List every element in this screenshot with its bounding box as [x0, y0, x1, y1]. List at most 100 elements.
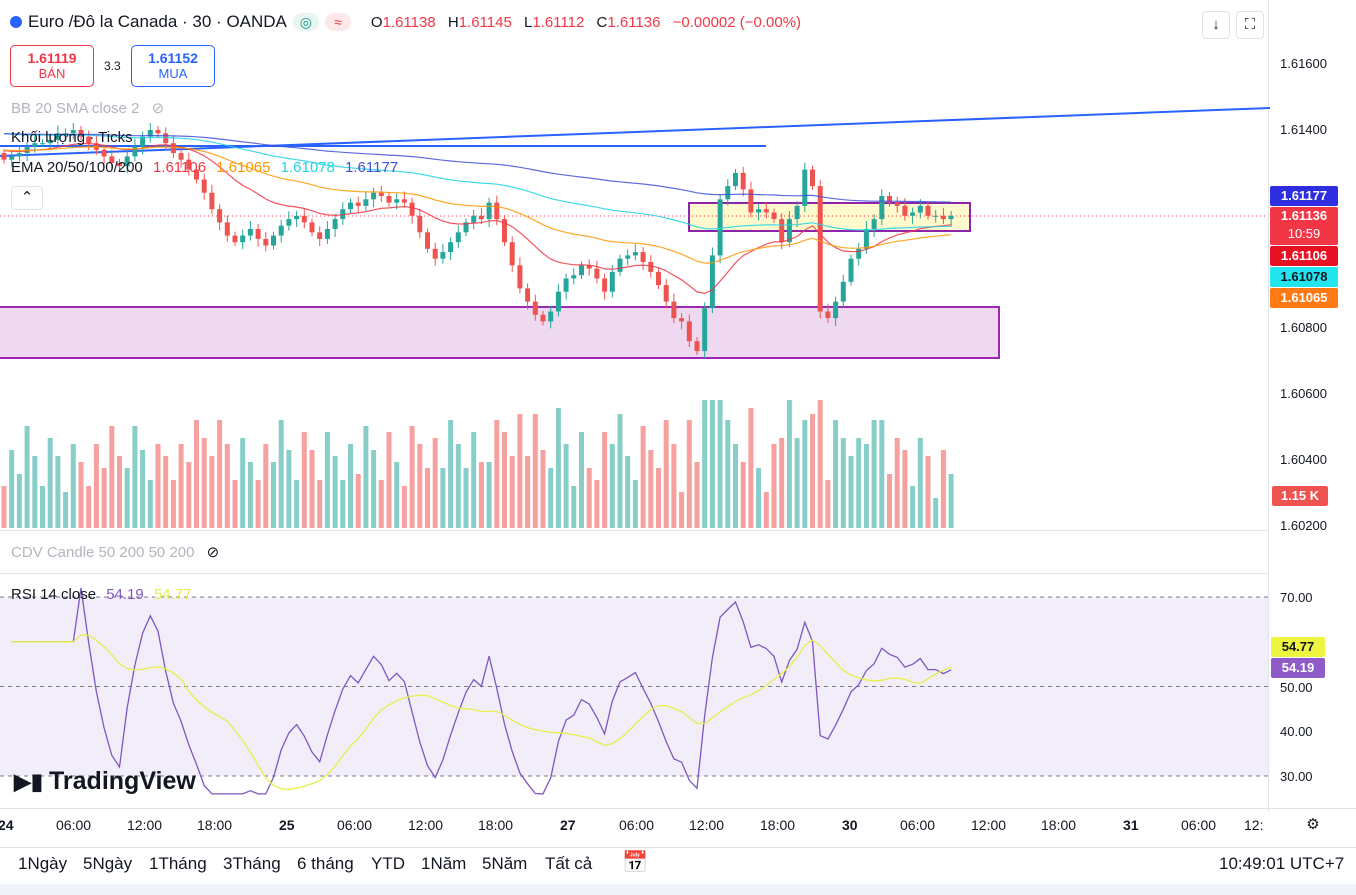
time-axis-label: 30 [842, 817, 858, 833]
legend-header: Euro /Đô la Canada · 30 · OANDA ◎ ≈ O1.6… [10, 12, 809, 32]
candle-body [348, 202, 353, 210]
eye-hidden-icon[interactable]: ⊘ [151, 100, 165, 117]
volume-bar [124, 468, 130, 528]
time-axis-label: 24 [0, 817, 14, 833]
volume-bar [709, 400, 715, 528]
volume-bar [740, 462, 746, 528]
candle-body [263, 238, 269, 246]
range-5y[interactable]: 5Năm [482, 854, 528, 873]
candle-body [401, 199, 407, 203]
range-6m[interactable]: 6 tháng [297, 854, 354, 873]
volume-bar [555, 408, 561, 528]
range-5d[interactable]: 5Ngày [83, 854, 133, 873]
price-axis-label: 1.60600 [1280, 386, 1327, 401]
volume-bar [132, 426, 138, 528]
volume-bar [401, 486, 407, 528]
candle-body [848, 258, 854, 282]
volume-bar [648, 450, 654, 528]
candle-body [186, 159, 192, 170]
volume-legend[interactable]: Khối lượng · Ticks [11, 129, 133, 146]
volume-bar [317, 480, 323, 528]
candle-body [887, 196, 892, 203]
clock-timezone[interactable]: 10:49:01 UTC+7 [1219, 854, 1345, 873]
volume-bar [817, 400, 823, 528]
candle-body [671, 301, 677, 319]
volume-bar [733, 444, 738, 528]
volume-bar [378, 480, 384, 528]
candle-body [733, 172, 738, 187]
arrow-down-icon[interactable]: ↓ [1202, 11, 1230, 39]
volume-bar [78, 462, 84, 528]
candle-body [271, 235, 276, 246]
candle-body [694, 341, 700, 352]
delayed-data-icon[interactable]: ≈ [324, 13, 351, 31]
candle-body [833, 301, 839, 319]
time-axis-border [0, 808, 1356, 809]
volume-bar [933, 498, 939, 528]
candle-body [386, 196, 392, 203]
volume-bar [286, 450, 292, 528]
tradingview-logo[interactable]: ▶▮ TradingView [14, 767, 196, 795]
candle-body [663, 285, 669, 302]
symbol-title[interactable]: Euro /Đô la Canada · 30 · OANDA [28, 12, 287, 31]
candle-body [879, 196, 885, 220]
volume-bar [532, 414, 538, 528]
volume-bar [625, 456, 631, 528]
ema100-price-box: 1.61078 [1270, 267, 1338, 287]
collapse-legend-icon[interactable]: ⌃ [11, 186, 43, 210]
candle-body [40, 143, 45, 145]
volume-bar [63, 492, 69, 528]
volume-bar [717, 400, 723, 528]
candle-body [432, 248, 438, 259]
range-1d[interactable]: 1Ngày [18, 854, 68, 873]
bottom-strip [0, 884, 1356, 895]
volume-bar [224, 444, 230, 528]
ema-legend[interactable]: EMA 20/50/100/200 1.61106 1.61065 1.6107… [11, 159, 399, 176]
volume-bar [548, 468, 554, 528]
volume-bar [255, 480, 261, 528]
candle-body [178, 153, 184, 160]
candle-body [278, 225, 284, 236]
rsi-legend[interactable]: RSI 14 close 54.19 54.77 [11, 586, 192, 603]
range-3m[interactable]: 3Tháng [223, 854, 281, 873]
candle-body [686, 321, 692, 342]
volume-bar [355, 474, 361, 528]
candle-body [147, 130, 153, 137]
range-all[interactable]: Tất cả [545, 854, 593, 873]
volume-bar [448, 420, 454, 528]
volume-bar [948, 474, 954, 528]
candle-body [240, 235, 246, 243]
time-axis-label: 18:00 [478, 817, 514, 833]
bb-legend[interactable]: BB 20 SMA close 2 ⊘ [11, 100, 165, 117]
candle-body [679, 318, 685, 322]
pane-separator [0, 573, 1268, 574]
eye-hidden-icon[interactable]: ⊘ [206, 544, 220, 561]
candle-body [32, 143, 38, 147]
volume-bar [656, 468, 661, 528]
rsi-ma-line [11, 634, 952, 791]
range-ytd[interactable]: YTD [371, 854, 405, 873]
candle-body [301, 215, 307, 223]
candle-body [425, 232, 430, 249]
range-1y[interactable]: 1Năm [421, 854, 467, 873]
candle-body [355, 202, 361, 206]
fullscreen-icon[interactable]: ⛶ [1236, 11, 1264, 39]
candle-body [940, 215, 946, 220]
volume-bar [263, 444, 269, 528]
settings-gear-icon[interactable]: ⚙ [1300, 812, 1326, 838]
buy-button[interactable]: 1.61152 MUA [131, 45, 215, 87]
market-status-icon[interactable]: ◎ [292, 13, 319, 31]
range-1m[interactable]: 1Tháng [149, 854, 207, 873]
candle-body [440, 252, 446, 259]
candle-body [525, 288, 531, 302]
cdv-legend[interactable]: CDV Candle 50 200 50 200 ⊘ [11, 544, 220, 561]
volume-bar [240, 438, 246, 528]
candle-body [132, 146, 138, 157]
volume-bar [579, 432, 584, 528]
volume-bar [109, 426, 115, 528]
candle-body [640, 252, 646, 262]
volume-bar [925, 456, 931, 528]
sell-button[interactable]: 1.61119 BÁN [10, 45, 94, 87]
calendar-range-icon[interactable]: 📅 [622, 851, 649, 874]
